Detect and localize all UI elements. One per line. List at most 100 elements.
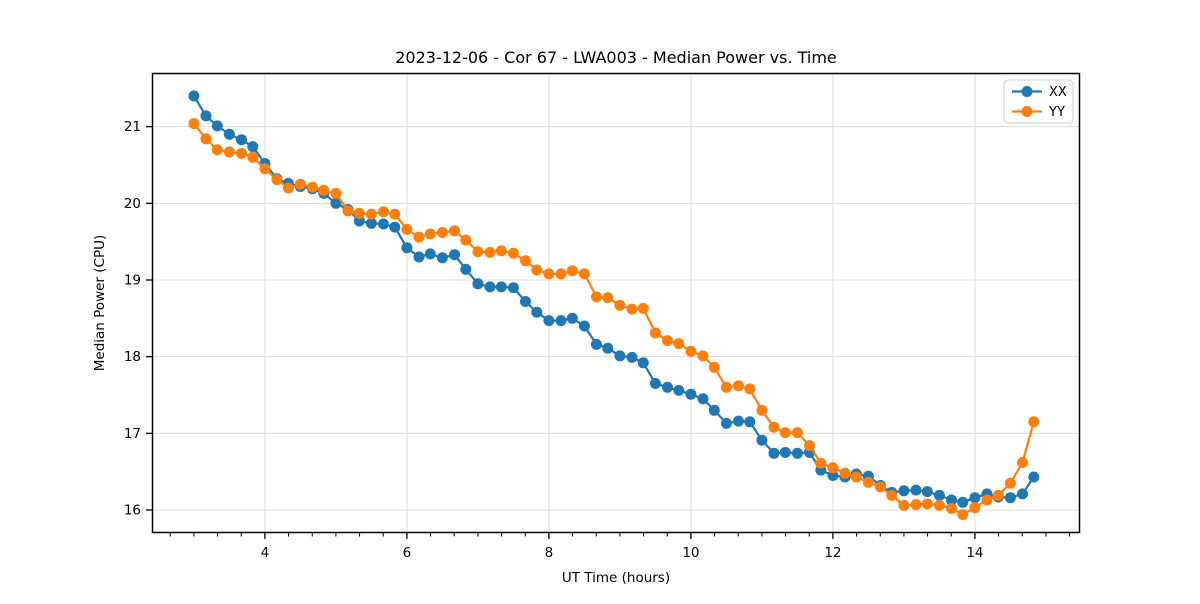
series-line: [193, 122, 1035, 516]
data-point-marker: [200, 110, 212, 122]
data-point-marker: [271, 174, 283, 186]
data-point-marker: [401, 242, 413, 254]
data-point-marker: [733, 415, 744, 427]
data-point-marker: [236, 148, 247, 159]
data-point-marker: [946, 494, 957, 506]
data-point-marker: [768, 421, 780, 433]
data-point-marker: [969, 492, 981, 504]
x-tick-label: 4: [261, 545, 270, 561]
data-point-marker: [756, 434, 768, 446]
data-point-marker: [424, 228, 436, 240]
data-point-marker: [389, 208, 401, 220]
x-tick-label: 14: [966, 545, 983, 561]
data-point-marker: [637, 357, 649, 369]
data-point-marker: [578, 268, 590, 280]
data-point-marker: [401, 223, 413, 235]
series-YY: [188, 118, 1040, 521]
data-point-marker: [389, 221, 401, 233]
data-point-marker: [247, 141, 259, 153]
data-point-marker: [1028, 416, 1040, 428]
data-point-marker: [484, 281, 496, 293]
data-point-marker: [637, 302, 649, 314]
legend: XX YY: [1003, 79, 1074, 124]
data-point-marker: [307, 181, 318, 193]
data-point-marker: [188, 90, 200, 102]
data-point-marker: [566, 265, 578, 277]
data-point-marker: [910, 484, 922, 496]
data-point-marker: [330, 197, 342, 209]
legend-label: XX: [1049, 85, 1067, 100]
data-point-marker: [365, 208, 377, 220]
data-point-marker: [649, 327, 661, 339]
data-point-marker: [886, 489, 898, 501]
data-point-marker: [507, 282, 519, 294]
axis-ticks: [146, 126, 1071, 539]
axes-spines: [151, 72, 1081, 534]
data-series: [188, 90, 1040, 521]
data-point-marker: [875, 481, 886, 493]
data-point-marker: [862, 476, 874, 488]
data-point-marker: [436, 227, 448, 238]
data-point-marker: [566, 312, 578, 324]
data-point-marker: [353, 207, 365, 219]
data-point-marker: [662, 335, 673, 347]
data-point-marker: [1028, 471, 1040, 483]
legend-marker: [1021, 86, 1033, 97]
data-point-marker: [614, 299, 626, 311]
data-point-marker: [910, 499, 922, 511]
data-point-marker: [472, 246, 484, 258]
data-point-marker: [211, 120, 223, 132]
data-point-marker: [413, 231, 425, 243]
data-point-marker: [697, 393, 709, 405]
data-point-marker: [531, 264, 543, 276]
data-point-marker: [365, 217, 377, 229]
x-tick-label: 10: [682, 545, 699, 561]
data-point-marker: [460, 234, 472, 246]
data-point-marker: [495, 281, 507, 293]
data-point-marker: [957, 496, 969, 508]
data-point-marker: [520, 296, 531, 307]
data-point-marker: [449, 249, 460, 261]
data-point-marker: [602, 292, 614, 304]
data-point-marker: [282, 182, 294, 194]
data-point-marker: [768, 447, 780, 459]
data-point-marker: [555, 268, 567, 280]
data-point-marker: [779, 447, 791, 458]
data-point-marker: [957, 509, 969, 521]
data-point-marker: [827, 470, 839, 481]
data-point-marker: [602, 342, 614, 354]
data-point-marker: [685, 345, 697, 357]
data-point-marker: [839, 467, 851, 479]
data-point-marker: [779, 427, 791, 439]
tick-labels: 4 6 8 10 12 14 16 17 18 19 20 21: [124, 119, 984, 561]
data-point-marker: [507, 247, 519, 259]
data-point-marker: [1017, 457, 1028, 468]
plot-border: [151, 72, 1081, 534]
data-point-marker: [330, 187, 342, 199]
data-point-marker: [921, 486, 933, 498]
chart-title: 2023-12-06 - Cor 67 - LWA003 - Median Po…: [395, 48, 837, 67]
data-point-marker: [933, 489, 945, 501]
data-point-marker: [200, 133, 212, 145]
y-tick-label: 19: [124, 273, 141, 289]
data-point-marker: [815, 457, 827, 469]
data-point-marker: [804, 440, 815, 452]
data-point-marker: [673, 384, 685, 396]
data-point-marker: [649, 378, 661, 389]
data-point-marker: [591, 291, 602, 303]
data-point-marker: [236, 134, 247, 146]
data-point-marker: [188, 118, 200, 130]
data-point-marker: [933, 499, 945, 511]
data-point-marker: [744, 383, 756, 395]
data-point-marker: [436, 252, 448, 264]
series-XX: [188, 90, 1040, 508]
data-point-marker: [981, 494, 993, 506]
data-point-marker: [531, 306, 543, 318]
data-point-marker: [708, 404, 720, 416]
data-point-marker: [472, 278, 484, 290]
data-point-marker: [378, 218, 389, 230]
legend-marker: [1021, 106, 1033, 117]
data-point-marker: [969, 502, 981, 514]
